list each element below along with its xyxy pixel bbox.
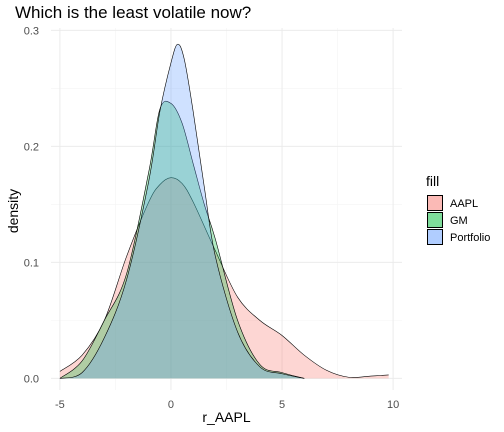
y-tick-label: 0.0 <box>24 373 39 385</box>
legend: fill AAPL GM Portfolio <box>426 173 490 245</box>
legend-label-aapl: AAPL <box>450 198 478 210</box>
x-tick-label: 0 <box>168 399 174 411</box>
legend-key-gm <box>427 212 443 228</box>
legend-key-aapl <box>427 195 443 211</box>
x-axis-label: r_AAPL <box>202 409 250 425</box>
density-line-gm <box>59 100 305 379</box>
legend-key-portfolio <box>427 229 443 245</box>
legend-label-gm: GM <box>450 215 468 227</box>
legend-label-portfolio: Portfolio <box>450 232 490 244</box>
density-areas <box>59 43 389 379</box>
legend-title: fill <box>426 173 439 189</box>
x-tick-label: 5 <box>279 399 285 411</box>
x-tick-label: 10 <box>387 399 399 411</box>
density-area-gm <box>59 101 305 379</box>
y-tick-label: 0.2 <box>24 141 39 153</box>
y-tick-label: 0.3 <box>24 25 39 37</box>
y-tick-label: 0.1 <box>24 257 39 269</box>
density-area-portfolio <box>59 44 305 379</box>
density-line-aapl <box>59 177 389 378</box>
y-axis-ticks: 0.0 0.1 0.2 0.3 <box>24 25 39 385</box>
y-axis-label: density <box>5 189 21 233</box>
density-area-aapl <box>59 177 389 379</box>
grid <box>51 28 402 390</box>
x-axis-ticks: -5 0 5 10 <box>55 399 399 411</box>
x-tick-label: -5 <box>55 399 65 411</box>
density-line-portfolio <box>59 43 305 379</box>
chart-title: Which is the least volatile now? <box>15 3 251 22</box>
